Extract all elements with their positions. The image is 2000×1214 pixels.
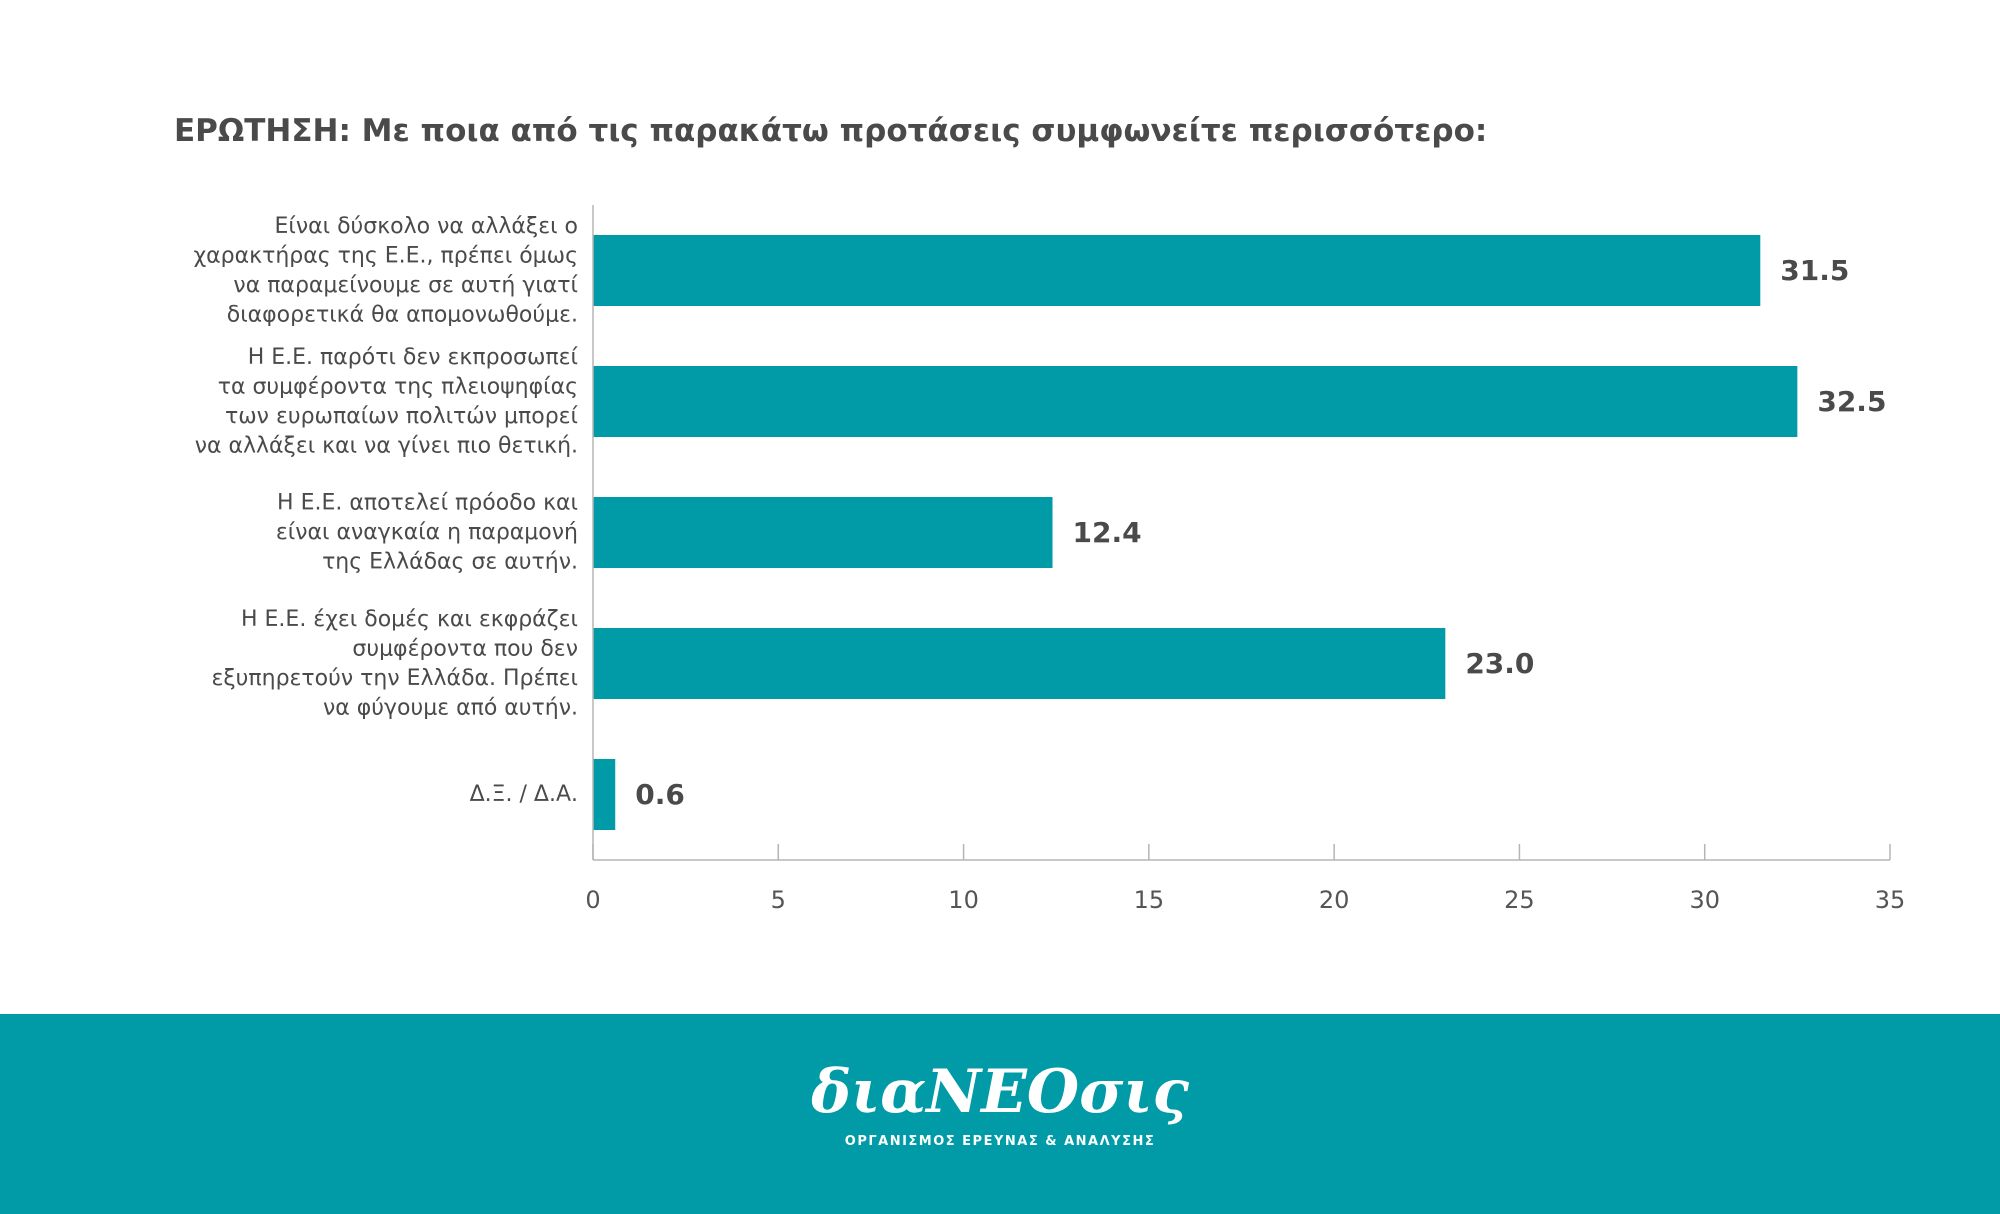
labels-layer: 31.5 Είναι δύσκολο να αλλάξει ο χαρακτήρας… (193, 214, 1905, 914)
logo-tagline: ΟΡΓΑΝΙΣΜΟΣ ΕΡΕΥΝΑΣ & ΑΝΑΛΥΣΗΣ (844, 1134, 1156, 1149)
x-tick-label: 15 (1134, 886, 1165, 914)
category-label-line: εξυπηρετούν την Ελλάδα. Πρέπει (212, 666, 579, 691)
footer-banner: διαΝΕΟσις ΟΡΓΑΝΙΣΜΟΣ ΕΡΕΥΝΑΣ & ΑΝΑΛΥΣΗΣ (0, 1014, 2000, 1214)
category-label-line: των ευρωπαίων πολιτών μπορεί (225, 404, 579, 429)
category-label-line: Δ.Ξ. / Δ.Α. (470, 782, 578, 807)
bar (593, 497, 1053, 568)
category-label-line: να φύγουμε από αυτήν. (323, 695, 578, 720)
category-label-line: να παραμείνουμε σε αυτή γιατί (233, 273, 578, 298)
bar-value-label: 12.4 (1073, 516, 1142, 549)
category-label-line: Η Ε.Ε. έχει δομές και εκφράζει (241, 607, 578, 632)
category-label-line: διαφορετικά θα απομονωθούμε. (227, 302, 578, 327)
bar (593, 628, 1446, 699)
x-tick-label: 25 (1504, 886, 1535, 914)
category-label-line: Η Ε.Ε. παρότι δεν εκπροσωπεί (248, 345, 579, 370)
category-label-line: Η Ε.Ε. αποτελεί πρόοδο και (277, 491, 578, 516)
bar-chart: 31.5 Είναι δύσκολο να αλλάξει ο χαρακτήρας… (193, 205, 1905, 914)
category-label-line: Είναι δύσκολο να αλλάξει ο (275, 214, 579, 239)
bars-layer (593, 235, 1798, 830)
chart-question-title: ΕΡΩΤΗΣΗ: Με ποια από τις παρακάτω προτάσ… (174, 113, 1488, 149)
dianeosis-logo: διαΝΕΟσις (811, 1057, 1189, 1127)
x-tick-label: 0 (585, 886, 600, 914)
bar (593, 759, 616, 830)
category-label-line: χαρακτήρας της Ε.Ε., πρέπει όμως (193, 243, 578, 268)
category-label-line: να αλλάξει και να γίνει πιο θετική. (195, 433, 578, 458)
axes-layer (592, 205, 1891, 861)
x-tick-label: 20 (1319, 886, 1350, 914)
category-label-line: τα συμφέροντα της πλειοψηφίας (218, 374, 578, 399)
x-tick-label: 5 (771, 886, 786, 914)
bar-value-label: 23.0 (1465, 647, 1534, 680)
x-tick-label: 10 (948, 886, 979, 914)
bar-value-label: 31.5 (1780, 254, 1849, 287)
x-tick-label: 30 (1689, 886, 1720, 914)
logo-block: διαΝΕΟσις ΟΡΓΑΝΙΣΜΟΣ ΕΡΕΥΝΑΣ & ΑΝΑΛΥΣΗΣ (0, 1062, 2000, 1149)
bar (593, 235, 1761, 306)
bar-value-label: 32.5 (1817, 385, 1886, 418)
category-label-line: είναι αναγκαία η παραμονή (276, 520, 578, 545)
bar-value-label: 0.6 (635, 778, 685, 811)
category-label-line: συμφέροντα που δεν (352, 636, 578, 661)
x-tick-label: 35 (1875, 886, 1906, 914)
category-label-line: της Ελλάδας σε αυτήν. (322, 550, 578, 575)
bar (593, 366, 1798, 437)
